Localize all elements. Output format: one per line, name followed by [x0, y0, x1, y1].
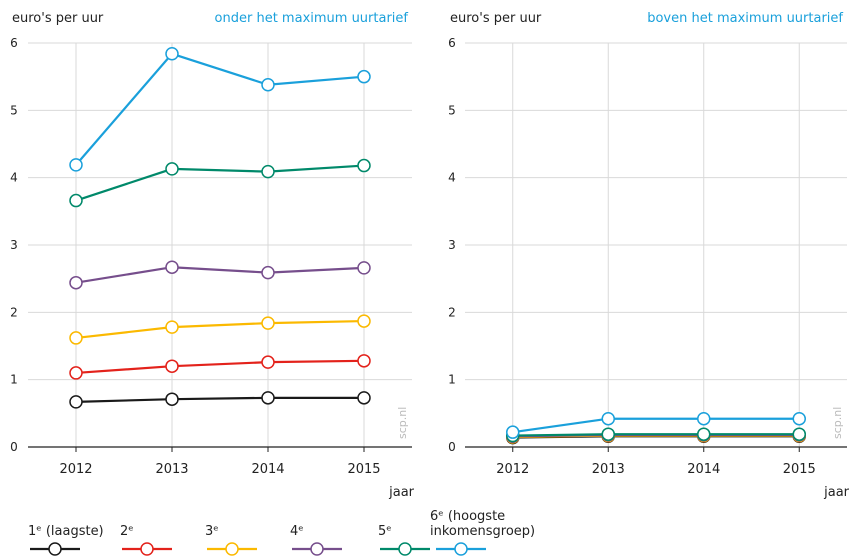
legend-label: 2ᵉ	[120, 524, 134, 539]
x-tick-label: 2015	[783, 462, 816, 477]
marker	[261, 355, 275, 369]
legend-symbol	[380, 542, 430, 556]
x-tick-label: 2014	[251, 462, 284, 477]
marker	[261, 316, 275, 330]
x-tick-label: 2015	[347, 462, 380, 477]
marker	[357, 314, 371, 328]
marker	[261, 265, 275, 280]
y-tick-label: 4	[10, 171, 18, 185]
legend-label: 6ᵉ (hoogste inkomensgroep)	[430, 509, 536, 539]
legend-item: 1ᵉ (laagste)	[28, 524, 104, 556]
y-tick-label: 3	[448, 238, 456, 252]
marker	[165, 260, 179, 274]
y-tick-label: 5	[448, 103, 456, 117]
y-tick-label: 2	[448, 305, 456, 319]
subtitle: onder het maximum uurtarief	[215, 11, 409, 26]
y-tick-label: 6	[448, 36, 456, 50]
marker	[165, 392, 179, 406]
x-tick-label: 2013	[592, 462, 625, 477]
y-tick-label: 0	[448, 440, 456, 454]
x-axis-label: jaar	[388, 485, 415, 500]
chart: euro's per uur onder het maximum uurtarie…	[10, 11, 850, 500]
legend-marker	[398, 542, 412, 556]
legend-symbol	[30, 542, 80, 556]
marker	[357, 69, 371, 84]
x-tick-label: 2012	[496, 462, 529, 477]
line	[512, 417, 800, 434]
legend-label: 1ᵉ (laagste)	[28, 524, 104, 539]
legend-item: 5ᵉ	[378, 524, 432, 556]
marker	[357, 391, 371, 405]
legend: 1ᵉ (laagste) 2ᵉ 3ᵉ 4ᵉ 5ᵉ 6ᵉ (hoogste inkomens…	[0, 500, 851, 559]
legend-label: 5ᵉ	[378, 524, 392, 539]
legend-item: 3ᵉ	[205, 524, 259, 556]
x-tick-label: 2013	[155, 462, 188, 477]
y-axis-label: euro's per uur	[12, 11, 104, 26]
marker	[792, 411, 806, 426]
x-axis-label: jaar	[823, 485, 850, 500]
legend-item: 4ᵉ	[290, 524, 344, 556]
subtitle: boven het maximum uurtarief	[647, 11, 843, 26]
y-tick-label: 0	[10, 440, 18, 454]
legend-symbol	[122, 542, 172, 556]
marker	[697, 411, 711, 426]
source: scp.nl	[396, 407, 409, 439]
x-tick-label: 2014	[687, 462, 720, 477]
marker	[69, 366, 83, 380]
legend-marker	[140, 542, 154, 556]
legend-marker	[48, 542, 62, 556]
y-tick-label: 2	[10, 305, 18, 319]
y-axis-label: euro's per uur	[450, 11, 542, 26]
marker	[165, 359, 179, 373]
legend-symbol	[292, 542, 342, 556]
y-tick-label: 1	[448, 373, 456, 387]
source: scp.nl	[831, 407, 844, 439]
legend-symbol	[436, 542, 486, 556]
legend-marker	[225, 542, 239, 556]
marker	[261, 77, 275, 92]
line	[75, 396, 364, 403]
legend-label: 4ᵉ	[290, 524, 304, 539]
legend-marker	[454, 542, 468, 556]
y-tick-label: 1	[10, 373, 18, 387]
legend-item: 2ᵉ	[120, 524, 174, 556]
legend-symbol	[207, 542, 257, 556]
line	[75, 319, 365, 340]
marker	[792, 427, 806, 441]
marker	[165, 320, 179, 334]
marker	[601, 411, 615, 426]
marker	[69, 275, 83, 290]
marker	[357, 261, 371, 275]
y-tick-label: 3	[10, 238, 18, 252]
marker	[69, 395, 83, 409]
legend-marker	[310, 542, 324, 556]
line	[512, 433, 800, 437]
marker	[697, 427, 711, 441]
legend-item: 6ᵉ (hoogste inkomensgroep)	[430, 509, 545, 556]
line	[75, 266, 365, 284]
line	[75, 164, 365, 202]
marker	[69, 331, 83, 345]
marker	[69, 193, 83, 208]
y-tick-label: 4	[448, 171, 456, 185]
y-tick-label: 5	[10, 103, 18, 117]
marker	[165, 47, 179, 61]
marker	[165, 162, 179, 176]
marker	[357, 354, 371, 368]
marker	[69, 158, 83, 172]
line	[75, 52, 365, 166]
marker	[261, 391, 275, 405]
marker	[506, 425, 520, 439]
legend-label: 3ᵉ	[205, 524, 219, 539]
marker	[261, 164, 275, 179]
marker	[601, 427, 615, 441]
y-tick-label: 6	[10, 36, 18, 50]
line	[75, 359, 365, 375]
x-tick-label: 2012	[59, 462, 92, 477]
marker	[357, 158, 371, 173]
